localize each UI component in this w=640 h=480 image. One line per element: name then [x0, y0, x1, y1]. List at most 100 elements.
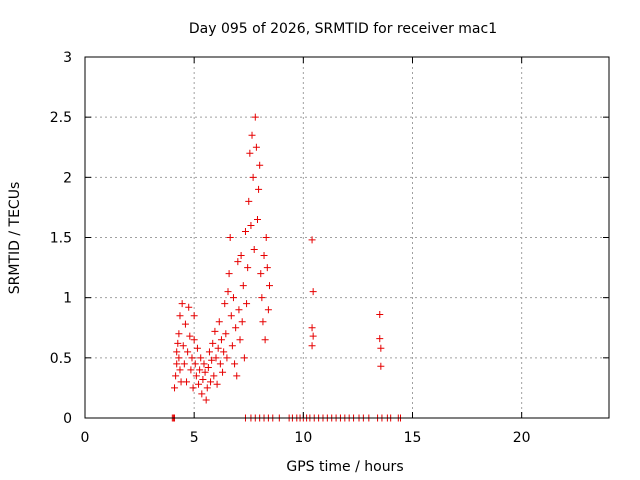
data-point	[179, 342, 187, 350]
data-point	[176, 366, 184, 374]
data-point	[376, 311, 384, 319]
data-point	[250, 246, 258, 254]
y-tick-label: 1	[63, 291, 72, 307]
data-point	[232, 324, 240, 332]
data-point	[175, 330, 183, 338]
data-point	[207, 378, 215, 386]
data-point	[226, 234, 234, 241]
data-point	[198, 390, 206, 398]
x-tick-label: 15	[404, 430, 422, 446]
data-point	[171, 384, 179, 392]
data-point	[265, 282, 273, 290]
axis-ticks: 0 5 10 15 20 0 0.5 1 1.5 2 2.5 3	[50, 50, 609, 446]
data-point	[221, 300, 229, 308]
data-point	[377, 344, 385, 352]
data-point	[256, 161, 264, 169]
data-point	[215, 318, 223, 326]
data-point	[193, 344, 201, 352]
data-point	[180, 360, 188, 368]
data-point	[225, 270, 233, 278]
data-point	[264, 306, 272, 314]
data-point	[235, 306, 243, 314]
data-point	[241, 227, 249, 235]
data-point	[309, 288, 317, 296]
data-point	[209, 339, 217, 347]
data-point	[200, 360, 208, 368]
data-point	[228, 342, 236, 350]
data-point	[377, 362, 385, 370]
data-point	[181, 320, 189, 328]
y-tick-label: 3	[63, 50, 72, 66]
data-point	[233, 372, 241, 380]
data-point	[174, 339, 182, 347]
data-point	[308, 324, 316, 332]
data-point	[197, 354, 205, 362]
data-point	[172, 372, 180, 380]
y-tick-label: 0	[63, 411, 72, 427]
data-point	[202, 396, 210, 404]
data-point	[249, 173, 257, 181]
data-point	[248, 131, 256, 139]
data-point	[237, 252, 245, 260]
y-axis-label: SRMTID / TECUs	[7, 182, 23, 295]
x-tick-label: 5	[190, 430, 199, 446]
data-point	[246, 149, 254, 157]
data-point	[189, 384, 197, 392]
data-point	[195, 380, 203, 388]
data-point	[187, 366, 195, 374]
data-point	[245, 197, 253, 205]
data-point	[184, 348, 192, 356]
data-point	[175, 354, 183, 362]
x-tick-label: 0	[81, 430, 90, 446]
data-point	[257, 270, 265, 278]
data-point	[185, 303, 193, 311]
data-point	[219, 368, 227, 376]
data-point	[252, 143, 260, 151]
data-point	[201, 368, 209, 376]
data-point	[199, 375, 207, 383]
data-point	[229, 294, 237, 302]
y-tick-label: 2	[63, 170, 72, 186]
data-point	[308, 342, 316, 350]
x-axis-label: GPS time / hours	[286, 459, 403, 475]
data-points	[168, 113, 404, 422]
data-point	[173, 360, 181, 368]
data-point	[220, 348, 228, 356]
data-point	[247, 221, 255, 229]
data-point	[222, 330, 230, 338]
data-point	[240, 354, 248, 362]
y-tick-label: 1.5	[50, 231, 72, 247]
data-point	[178, 300, 186, 308]
data-point	[239, 282, 247, 290]
data-point	[309, 332, 317, 340]
data-point	[191, 360, 199, 368]
data-point	[224, 288, 232, 296]
data-point	[205, 348, 213, 356]
data-point	[244, 264, 252, 272]
data-point	[213, 380, 221, 388]
x-tick-label: 10	[294, 430, 312, 446]
data-point	[192, 372, 200, 380]
data-point	[204, 363, 212, 371]
data-point	[190, 336, 198, 344]
data-point	[308, 236, 316, 244]
data-point	[212, 354, 220, 362]
data-point	[263, 264, 271, 272]
data-point	[253, 215, 261, 223]
data-point	[217, 336, 225, 344]
y-tick-label: 2.5	[50, 110, 72, 126]
data-point	[259, 318, 267, 326]
data-point	[216, 360, 224, 368]
data-point	[236, 336, 244, 344]
data-point	[196, 366, 204, 374]
data-point	[210, 372, 218, 380]
chart-title: Day 095 of 2026, SRMTID for receiver mac…	[189, 21, 497, 37]
data-point	[223, 354, 231, 362]
grid-lines	[85, 57, 609, 418]
data-point	[262, 234, 270, 241]
data-point	[183, 378, 191, 386]
data-point	[261, 336, 269, 344]
data-point	[251, 113, 259, 121]
data-point	[376, 335, 384, 343]
data-point	[260, 252, 268, 260]
